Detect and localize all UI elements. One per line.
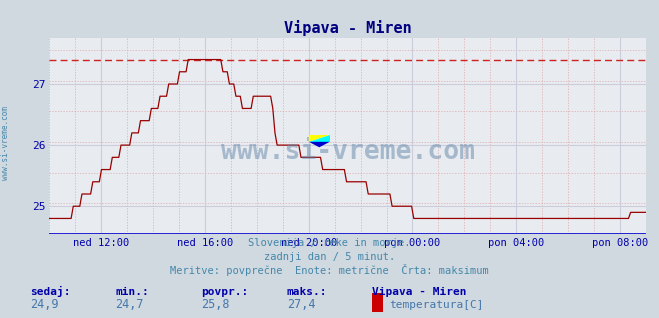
Text: www.si-vreme.com: www.si-vreme.com xyxy=(1,106,10,180)
Polygon shape xyxy=(309,135,330,142)
Text: 24,7: 24,7 xyxy=(115,299,144,311)
Text: Meritve: povprečne  Enote: metrične  Črta: maksimum: Meritve: povprečne Enote: metrične Črta:… xyxy=(170,264,489,276)
Polygon shape xyxy=(309,142,330,147)
Text: 24,9: 24,9 xyxy=(30,299,58,311)
Text: temperatura[C]: temperatura[C] xyxy=(389,301,483,310)
Text: Slovenija / reke in morje.: Slovenija / reke in morje. xyxy=(248,238,411,248)
Text: min.:: min.: xyxy=(115,287,149,297)
Text: povpr.:: povpr.: xyxy=(201,287,248,297)
Polygon shape xyxy=(309,135,330,142)
Text: maks.:: maks.: xyxy=(287,287,327,297)
Text: Vipava - Miren: Vipava - Miren xyxy=(372,287,467,297)
Text: zadnji dan / 5 minut.: zadnji dan / 5 minut. xyxy=(264,252,395,262)
Text: 27,4: 27,4 xyxy=(287,299,315,311)
Text: www.si-vreme.com: www.si-vreme.com xyxy=(221,139,474,165)
Text: sedaj:: sedaj: xyxy=(30,286,70,297)
Title: Vipava - Miren: Vipava - Miren xyxy=(284,20,411,36)
Text: 25,8: 25,8 xyxy=(201,299,229,311)
